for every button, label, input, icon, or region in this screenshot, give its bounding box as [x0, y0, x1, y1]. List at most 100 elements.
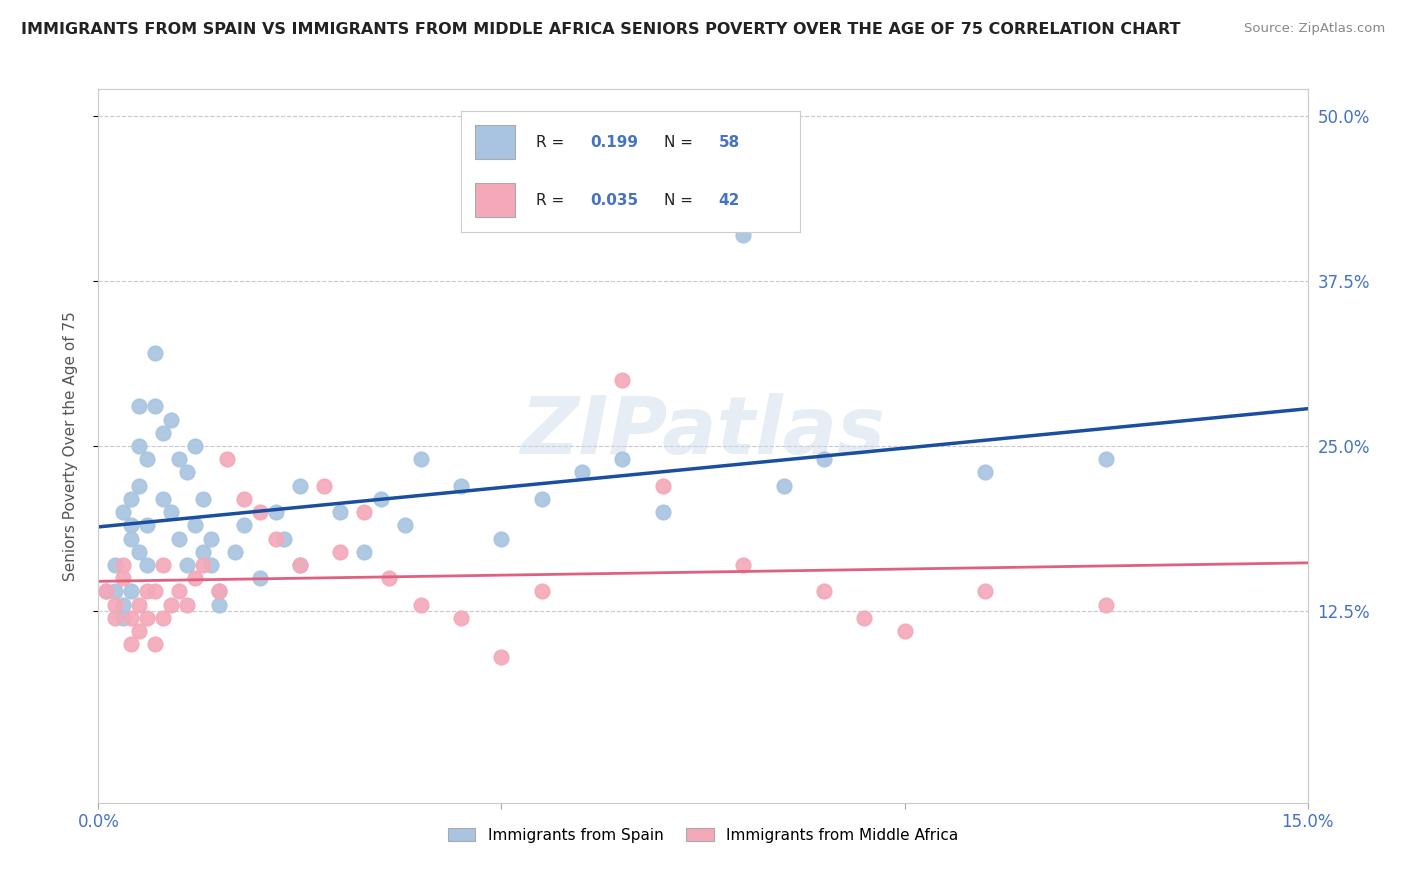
Point — [853, 611, 876, 625]
Y-axis label: Seniors Poverty Over the Age of 75: Seniors Poverty Over the Age of 75 — [63, 311, 77, 581]
Point — [409, 452, 432, 467]
Point — [394, 518, 416, 533]
Point — [733, 227, 755, 242]
Point — [96, 584, 118, 599]
Point — [135, 518, 157, 533]
Point — [974, 584, 997, 599]
Point — [135, 558, 157, 572]
Point — [135, 584, 157, 599]
Point — [103, 611, 125, 625]
Point — [651, 478, 673, 492]
Point — [120, 611, 142, 625]
Point — [409, 598, 432, 612]
Point — [128, 545, 150, 559]
Point — [288, 558, 311, 572]
Point — [176, 558, 198, 572]
Point — [772, 478, 794, 492]
Point — [353, 545, 375, 559]
Point — [249, 505, 271, 519]
Point — [1095, 598, 1118, 612]
Point — [184, 439, 207, 453]
Point — [224, 545, 246, 559]
Point — [103, 558, 125, 572]
Point — [288, 478, 311, 492]
Point — [377, 571, 399, 585]
Point — [200, 558, 222, 572]
Point — [167, 584, 190, 599]
Point — [128, 400, 150, 414]
Point — [111, 505, 134, 519]
Point — [152, 611, 174, 625]
Point — [143, 584, 166, 599]
Point — [288, 558, 311, 572]
Point — [111, 598, 134, 612]
Point — [184, 571, 207, 585]
Point — [193, 491, 215, 506]
Point — [152, 491, 174, 506]
Point — [143, 400, 166, 414]
Point — [103, 584, 125, 599]
Point — [128, 598, 150, 612]
Point — [530, 584, 553, 599]
Point — [329, 505, 352, 519]
Point — [353, 505, 375, 519]
Point — [530, 491, 553, 506]
Point — [103, 598, 125, 612]
Point — [176, 466, 198, 480]
Point — [733, 558, 755, 572]
Point — [232, 491, 254, 506]
Point — [813, 584, 835, 599]
Point — [893, 624, 915, 638]
Point — [232, 518, 254, 533]
Point — [193, 545, 215, 559]
Point — [370, 491, 392, 506]
Point — [120, 518, 142, 533]
Point — [128, 624, 150, 638]
Point — [152, 425, 174, 440]
Point — [111, 558, 134, 572]
Point — [143, 346, 166, 360]
Point — [128, 439, 150, 453]
Point — [200, 532, 222, 546]
Point — [264, 505, 287, 519]
Point — [120, 584, 142, 599]
Point — [120, 637, 142, 651]
Legend: Immigrants from Spain, Immigrants from Middle Africa: Immigrants from Spain, Immigrants from M… — [441, 822, 965, 848]
Point — [450, 478, 472, 492]
Point — [208, 598, 231, 612]
Point — [135, 611, 157, 625]
Point — [974, 466, 997, 480]
Point — [111, 571, 134, 585]
Text: Source: ZipAtlas.com: Source: ZipAtlas.com — [1244, 22, 1385, 36]
Point — [176, 598, 198, 612]
Point — [208, 584, 231, 599]
Point — [249, 571, 271, 585]
Point — [1095, 452, 1118, 467]
Point — [193, 558, 215, 572]
Point — [160, 598, 183, 612]
Point — [450, 611, 472, 625]
Point — [329, 545, 352, 559]
Point — [111, 611, 134, 625]
Point — [612, 452, 634, 467]
Point — [96, 584, 118, 599]
Point — [160, 505, 183, 519]
Point — [184, 518, 207, 533]
Point — [314, 478, 336, 492]
Point — [143, 637, 166, 651]
Point — [651, 505, 673, 519]
Text: ZIPatlas: ZIPatlas — [520, 392, 886, 471]
Point — [152, 558, 174, 572]
Point — [128, 478, 150, 492]
Point — [273, 532, 295, 546]
Text: IMMIGRANTS FROM SPAIN VS IMMIGRANTS FROM MIDDLE AFRICA SENIORS POVERTY OVER THE : IMMIGRANTS FROM SPAIN VS IMMIGRANTS FROM… — [21, 22, 1181, 37]
Point — [167, 452, 190, 467]
Point — [120, 532, 142, 546]
Point — [160, 412, 183, 426]
Point — [571, 466, 593, 480]
Point — [264, 532, 287, 546]
Point — [612, 373, 634, 387]
Point — [217, 452, 239, 467]
Point — [208, 584, 231, 599]
Point — [491, 532, 513, 546]
